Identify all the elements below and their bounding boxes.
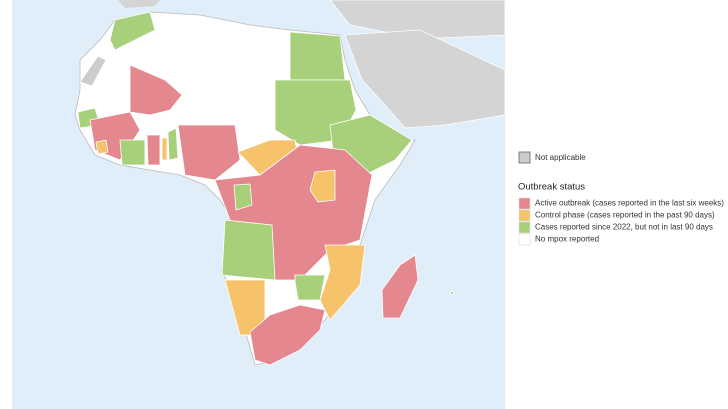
legend-swatch	[518, 209, 531, 222]
legend-label: Active outbreak (cases reported in the l…	[535, 199, 724, 208]
legend-label: Not applicable	[535, 153, 586, 162]
region	[294, 274, 326, 301]
region	[249, 304, 326, 366]
region	[450, 291, 454, 295]
region	[309, 169, 336, 203]
iberia	[118, 0, 160, 8]
legend: Not applicable Outbreak status Active ou…	[518, 151, 724, 246]
europe	[329, 0, 506, 39]
legend-label: Cases reported since 2022, but not in la…	[535, 223, 713, 232]
region	[177, 124, 241, 181]
region	[95, 139, 109, 155]
arabia	[344, 29, 506, 129]
legend-swatch	[518, 221, 531, 234]
legend-label: No mpox reported	[535, 235, 599, 244]
region	[129, 64, 183, 116]
region	[289, 31, 346, 81]
legend-title: Outbreak status	[518, 182, 585, 193]
legend-items: Active outbreak (cases reported in the l…	[518, 197, 724, 246]
legend-swatch	[518, 151, 531, 164]
legend-label: Control phase (cases reported in the pas…	[535, 211, 715, 220]
map	[12, 0, 506, 409]
region	[233, 183, 253, 211]
region	[381, 254, 419, 319]
region	[119, 139, 146, 166]
region	[146, 134, 161, 166]
legend-swatch	[518, 197, 531, 210]
region	[221, 219, 276, 281]
region	[79, 55, 107, 87]
region	[167, 127, 179, 161]
region	[161, 137, 168, 161]
region	[109, 11, 156, 51]
region	[319, 244, 366, 321]
legend-swatch	[518, 233, 531, 246]
